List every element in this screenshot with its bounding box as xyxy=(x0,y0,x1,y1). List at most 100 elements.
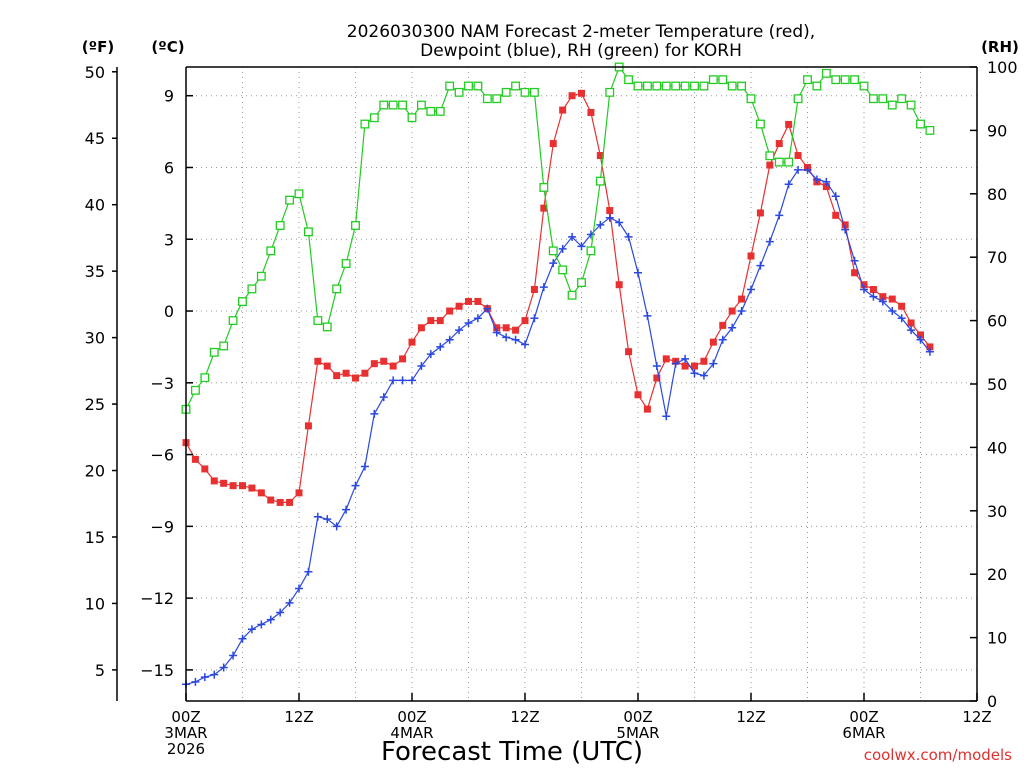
rh-point xyxy=(256,271,266,281)
dewpoint-point xyxy=(219,663,228,672)
dewpoint-point xyxy=(323,515,332,524)
temperature-point xyxy=(361,369,369,377)
temperature-point xyxy=(841,221,849,229)
dewpoint-point xyxy=(426,350,435,359)
rh-point xyxy=(454,87,464,97)
temperature-point xyxy=(399,355,407,363)
temperature-point xyxy=(869,285,877,293)
series-line-rh xyxy=(185,65,931,410)
rh-point xyxy=(369,113,379,123)
dewpoint-point xyxy=(247,625,256,634)
dewpoint-point xyxy=(210,670,219,679)
temperature-point xyxy=(719,321,727,329)
rh-point xyxy=(605,87,615,97)
rh-point xyxy=(746,94,756,104)
dewpoint-point xyxy=(285,598,294,607)
rh-point xyxy=(690,81,699,91)
dewpoint-point xyxy=(530,314,539,323)
rh-tick-label: 90 xyxy=(987,121,1007,140)
rh-point xyxy=(718,75,728,85)
dewpoint-point xyxy=(455,326,464,335)
temperature-point xyxy=(210,477,218,485)
dewpoint-point xyxy=(238,634,247,643)
dewpoint-point xyxy=(549,259,558,268)
celsius-tick-label: 9 xyxy=(164,87,174,106)
rh-tick-label: 20 xyxy=(987,565,1007,584)
temperature-point xyxy=(917,331,924,339)
x-tick-label: 5MAR xyxy=(616,724,659,742)
celsius-unit-label: (ºC) xyxy=(151,38,184,56)
rh-point xyxy=(633,81,643,91)
dewpoint-point xyxy=(916,335,925,344)
rh-point xyxy=(878,94,888,104)
dewpoint-point xyxy=(521,340,529,349)
rh-point xyxy=(398,100,408,110)
rh-point xyxy=(238,297,247,307)
x-tick-label: 00Z xyxy=(171,708,200,726)
rh-point xyxy=(906,100,916,110)
temperature-point xyxy=(643,405,651,413)
rh-point xyxy=(850,75,860,85)
dewpoint-point xyxy=(878,297,887,306)
dewpoint-point xyxy=(699,371,708,380)
temperature-point xyxy=(333,372,341,380)
dewpoint-point xyxy=(266,615,275,624)
dewpoint-point xyxy=(558,244,567,253)
temperature-point xyxy=(201,465,209,473)
temperature-point xyxy=(766,161,774,169)
temperature-point xyxy=(578,89,585,97)
celsius-tick-label: −3 xyxy=(150,374,174,393)
x-tick-label: 00Z xyxy=(849,708,878,726)
fahrenheit-tick-label: 40 xyxy=(85,196,105,215)
rh-point xyxy=(266,246,276,256)
dewpoint-point xyxy=(276,608,285,617)
series-layer xyxy=(181,62,935,689)
rh-tick-label: 80 xyxy=(987,185,1007,204)
dewpoint-point xyxy=(596,220,605,229)
dewpoint-point xyxy=(408,376,416,385)
rh-point xyxy=(322,322,332,332)
temperature-point xyxy=(926,343,934,351)
chart-title-line1: 2026030300 NAM Forecast 2-meter Temperat… xyxy=(347,22,815,42)
temperature-point xyxy=(191,455,199,463)
dewpoint-point xyxy=(370,409,379,418)
temperature-point xyxy=(775,140,783,148)
fahrenheit-tick-label: 5 xyxy=(95,661,105,680)
rh-point xyxy=(360,119,370,129)
rh-point xyxy=(275,221,285,230)
x-axis-title: Forecast Time (UTC) xyxy=(381,737,643,767)
dewpoint-point xyxy=(379,393,388,402)
rh-point xyxy=(511,81,521,91)
dewpoint-point xyxy=(897,314,906,323)
axes: 9630−3−6−9−12−15504540353025201510510090… xyxy=(85,58,1018,758)
temperature-point xyxy=(596,152,604,160)
dewpoint-point xyxy=(812,175,821,184)
temperature-point xyxy=(747,252,755,260)
dewpoint-point xyxy=(577,242,586,251)
temperature-point xyxy=(304,422,312,430)
rh-point xyxy=(708,75,718,85)
dewpoint-point xyxy=(662,412,671,421)
temperature-point xyxy=(625,348,633,356)
temperature-point xyxy=(248,484,256,492)
dewpoint-point xyxy=(568,232,577,241)
rh-point xyxy=(435,106,445,116)
temperature-point xyxy=(898,302,906,310)
temperature-point xyxy=(606,207,614,215)
dewpoint-point xyxy=(869,292,878,301)
temperature-point xyxy=(417,324,425,332)
temperature-point xyxy=(681,362,689,370)
temperature-point xyxy=(700,357,708,365)
dewpoint-point xyxy=(841,225,850,234)
rh-point xyxy=(539,183,549,192)
temperature-point xyxy=(653,374,661,382)
dewpoint-point xyxy=(747,285,755,294)
fahrenheit-tick-label: 25 xyxy=(85,395,105,414)
rh-point xyxy=(624,75,634,85)
rh-point xyxy=(897,94,907,104)
series-rh xyxy=(181,62,935,414)
temperature-point xyxy=(427,317,435,325)
rh-point xyxy=(595,176,605,186)
x-tick-label: 00Z xyxy=(623,708,652,726)
celsius-tick-label: 0 xyxy=(164,302,174,321)
